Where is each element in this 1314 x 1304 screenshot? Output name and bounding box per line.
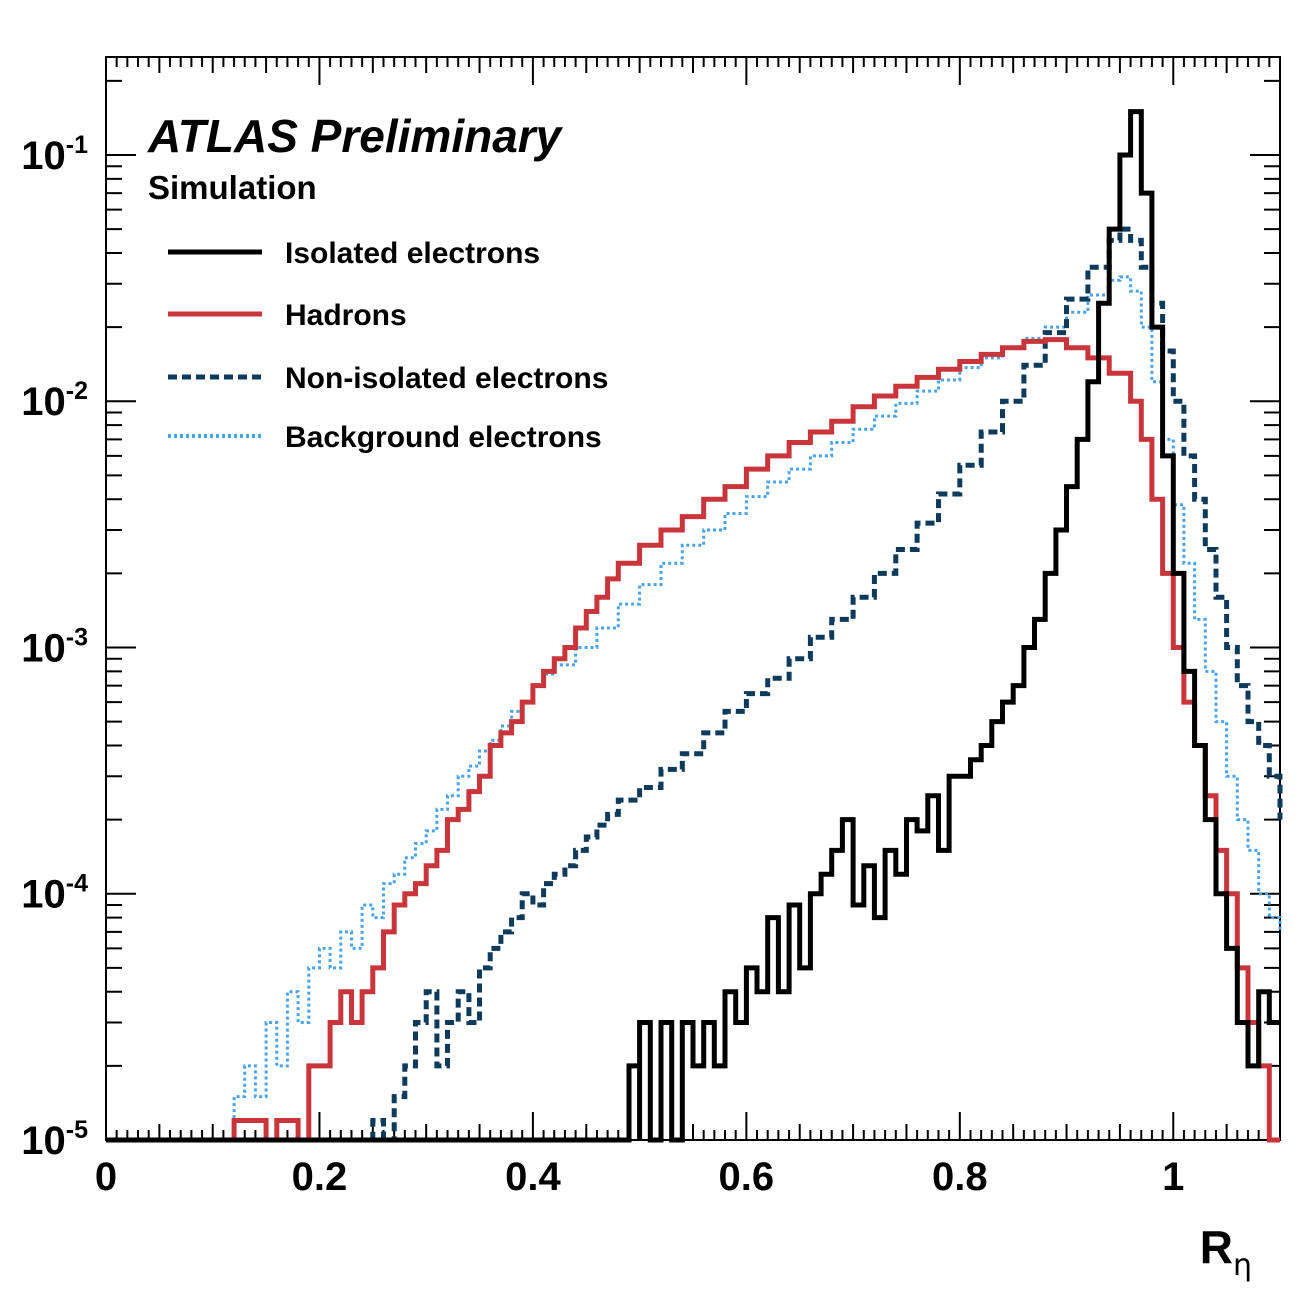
simulation-label: Simulation bbox=[148, 169, 317, 206]
legend-label: Background electrons bbox=[285, 421, 602, 454]
y-tick-base: 10 bbox=[21, 380, 66, 424]
y-tick-exponent: -1 bbox=[66, 131, 88, 159]
series-lines bbox=[106, 109, 1283, 1143]
y-tick-base: 10 bbox=[21, 626, 66, 670]
axis-ticks bbox=[105, 57, 1281, 1141]
y-tick-base: 10 bbox=[21, 134, 66, 178]
x-tick-label: 0.6 bbox=[719, 1155, 775, 1199]
y-tick-label: 10-3 bbox=[21, 623, 88, 670]
legend-label: Non-isolated electrons bbox=[285, 362, 608, 395]
plot-frame bbox=[105, 56, 1281, 1141]
y-tick-labels: 10-110-210-310-410-5 bbox=[21, 131, 88, 1163]
x-tick-label: 0.2 bbox=[292, 1155, 348, 1199]
legend-label: Isolated electrons bbox=[285, 237, 540, 270]
series-line-background-electrons bbox=[106, 275, 1282, 1142]
series-line-hadrons bbox=[106, 337, 1280, 1143]
y-tick-label: 10-1 bbox=[21, 131, 88, 178]
experiment-label: ATLAS Preliminary bbox=[147, 110, 564, 162]
series-line-isolated-electrons bbox=[106, 109, 1280, 1143]
x-tick-labels: 0 0.2 0.4 0.6 0.8 1 bbox=[95, 1155, 1185, 1199]
y-tick-base: 10 bbox=[21, 1119, 66, 1163]
y-tick-label: 10-2 bbox=[21, 377, 88, 424]
x-tick-label: 1 bbox=[1162, 1155, 1184, 1199]
y-tick-exponent: -5 bbox=[66, 1116, 88, 1144]
y-tick-exponent: -3 bbox=[66, 623, 88, 651]
x-tick-label: 0 bbox=[95, 1155, 117, 1199]
y-tick-label: 10-4 bbox=[21, 870, 88, 917]
x-tick-label: 0.4 bbox=[505, 1155, 561, 1199]
legend: Isolated electrons Hadrons Non-isolated el… bbox=[168, 237, 608, 454]
x-tick-label: 0.8 bbox=[932, 1155, 988, 1199]
series-line-non-isolated-electrons bbox=[106, 226, 1283, 1143]
y-tick-exponent: -4 bbox=[66, 870, 88, 898]
x-axis-title: Rη bbox=[1200, 1221, 1252, 1283]
legend-label: Hadrons bbox=[285, 299, 407, 332]
y-tick-label: 10-5 bbox=[21, 1116, 88, 1163]
y-tick-base: 10 bbox=[21, 873, 66, 917]
y-tick-exponent: -2 bbox=[66, 377, 88, 405]
